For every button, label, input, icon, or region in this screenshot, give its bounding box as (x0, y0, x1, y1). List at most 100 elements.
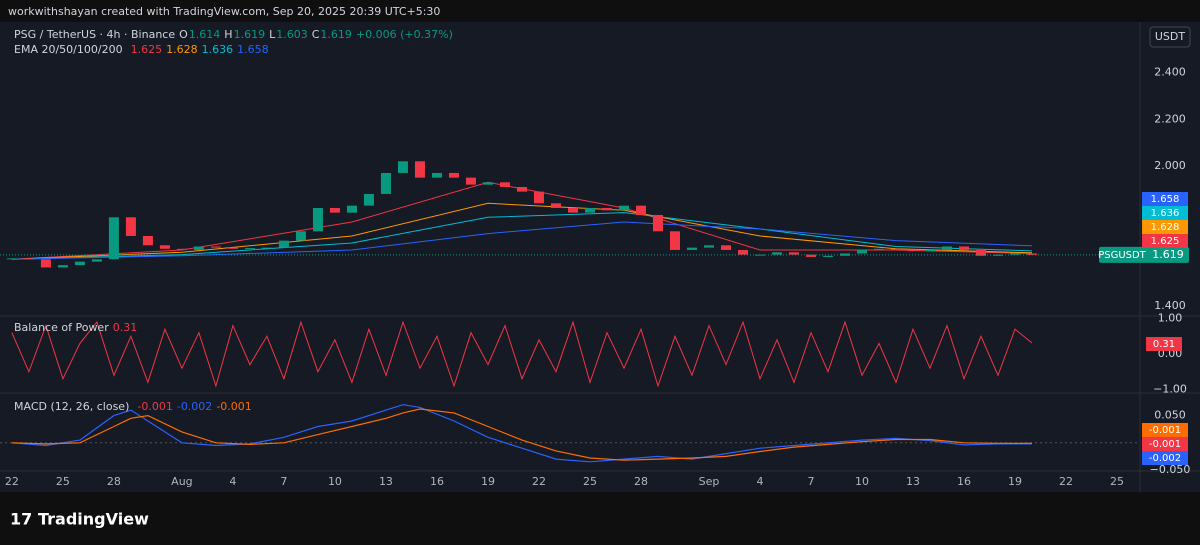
candle-body (669, 231, 680, 250)
price-tag-label: 1.625 (1151, 236, 1180, 247)
x-tick-label: 4 (229, 475, 236, 488)
candle-body (499, 182, 510, 187)
candle-body (397, 161, 408, 173)
macd-tag (1142, 423, 1188, 437)
candle-body (312, 207, 323, 232)
x-tick-label: 7 (280, 475, 287, 488)
candle-body (908, 249, 919, 252)
ema-value: 1.625 (131, 43, 163, 56)
candle-body (891, 248, 902, 250)
price-tag (1142, 206, 1188, 220)
candle-body (789, 252, 800, 255)
candle-body (533, 191, 544, 204)
y-tick-label: −0.050 (1150, 463, 1191, 476)
ohlc-key: O (179, 28, 188, 41)
ohlc-key: H (224, 28, 232, 41)
logo-mark: 17 (10, 510, 32, 529)
candle-body (108, 217, 119, 260)
candle-body (840, 253, 851, 256)
macd-tag-label: -0.002 (1149, 453, 1181, 464)
price-tag (1142, 192, 1188, 206)
x-tick-label: 13 (906, 475, 920, 488)
macd-line (11, 404, 1032, 463)
candle-body (703, 245, 714, 248)
ema-title: EMA 20/50/100/200 (14, 43, 123, 56)
candle-body (482, 182, 493, 185)
price-tag (1142, 220, 1188, 234)
candle-body (125, 217, 136, 236)
ohlc-key: C (312, 28, 320, 41)
candle-body (925, 249, 936, 252)
x-tick-label: 22 (5, 475, 19, 488)
x-tick-label: 25 (583, 475, 597, 488)
macd-title: MACD (12, 26, close) (14, 400, 129, 413)
macd-tag (1142, 437, 1188, 451)
credit: workwithshayan created with TradingView.… (8, 5, 440, 18)
bop-value: 0.31 (113, 321, 138, 334)
footer (0, 492, 1200, 545)
y-tick-label: 2.200 (1154, 112, 1186, 125)
bop-line (11, 320, 1033, 388)
candle-body (431, 172, 442, 178)
macd-tag-label: -0.001 (1149, 425, 1181, 436)
price-tag (1142, 234, 1188, 248)
candle-body (1027, 253, 1038, 255)
symbol-tag: PSGUSDT (1098, 250, 1146, 261)
ohlc-value: 1.603 (276, 28, 308, 41)
candle-body (448, 172, 459, 178)
currency-button[interactable] (1149, 26, 1191, 48)
candle-body (23, 258, 34, 260)
ema-line (11, 212, 1033, 260)
candle-body (57, 265, 68, 268)
bop-title: Balance of Power (14, 321, 109, 334)
candle-body (516, 186, 527, 192)
candle-body (976, 249, 987, 256)
price-tag-label: 1.658 (1151, 194, 1180, 205)
candle-body (40, 259, 51, 268)
brand: TradingView (38, 510, 149, 529)
x-tick-label: 19 (1008, 475, 1022, 488)
candle-body (686, 247, 697, 250)
top-bar (0, 0, 1200, 22)
x-tick-label: 7 (808, 475, 815, 488)
candle-body (278, 240, 289, 248)
candle-body (584, 207, 595, 213)
candle-body (159, 245, 170, 249)
candle-body (993, 254, 1004, 256)
price-tag-label: 1.636 (1151, 208, 1180, 219)
candle-body (652, 214, 663, 232)
candle-body (176, 248, 187, 250)
last-price-tag (1099, 246, 1189, 263)
ema-value: 1.628 (166, 43, 198, 56)
x-tick-label: 28 (634, 475, 648, 488)
candle-body (295, 231, 306, 241)
candle-body (959, 246, 970, 250)
candle-body (772, 252, 783, 255)
x-tick-label: Aug (171, 475, 192, 488)
bop-tag-label: 0.31 (1153, 339, 1175, 350)
candle-body (942, 246, 953, 250)
candle-body (193, 246, 204, 250)
candle-body (857, 249, 868, 254)
candle-body (142, 235, 153, 246)
candle-body (737, 249, 748, 255)
change: +0.006 (+0.37%) (356, 28, 453, 41)
macd-value: -0.001 (137, 400, 172, 413)
candle-body (244, 248, 255, 250)
currency[interactable]: USDT (1155, 30, 1186, 43)
candle-body (567, 207, 578, 213)
candle-body (720, 245, 731, 250)
x-tick-label: 22 (532, 475, 546, 488)
candle-body (6, 258, 17, 260)
x-tick-label: 10 (855, 475, 869, 488)
candle-body (346, 205, 357, 213)
x-tick-label: 22 (1059, 475, 1073, 488)
candle-body (1010, 253, 1021, 255)
chart-area (0, 22, 1200, 492)
candle-body (550, 203, 561, 208)
x-tick-label: Sep (699, 475, 720, 488)
candle-body (823, 255, 834, 257)
ema-value: 1.658 (237, 43, 269, 56)
